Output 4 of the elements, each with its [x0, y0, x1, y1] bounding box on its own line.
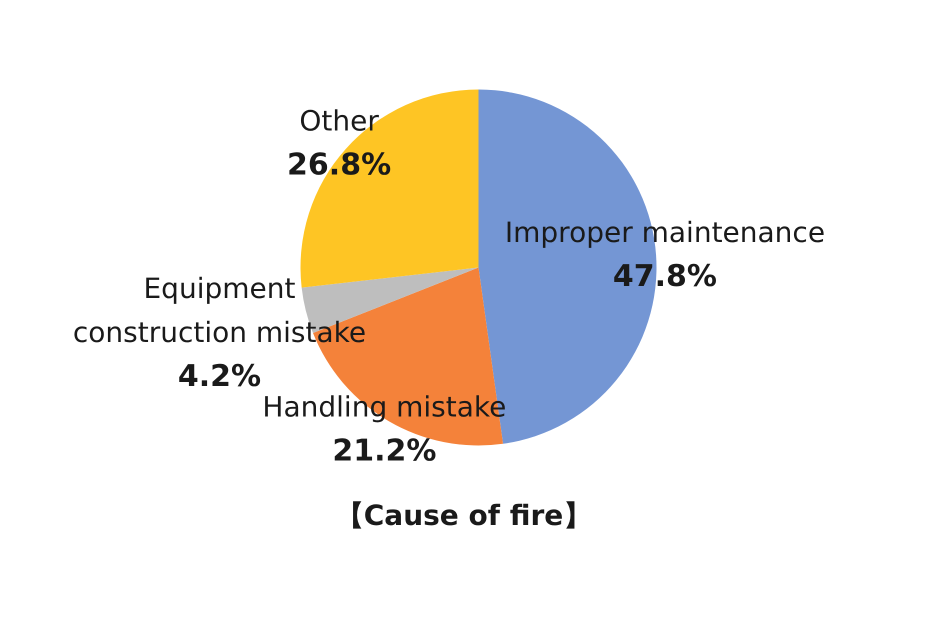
data-label: 21.2%	[332, 433, 436, 468]
data-label: 4.2%	[178, 358, 262, 394]
text: 【Cause of fire】	[336, 499, 592, 532]
slice-label: Other	[299, 104, 380, 138]
